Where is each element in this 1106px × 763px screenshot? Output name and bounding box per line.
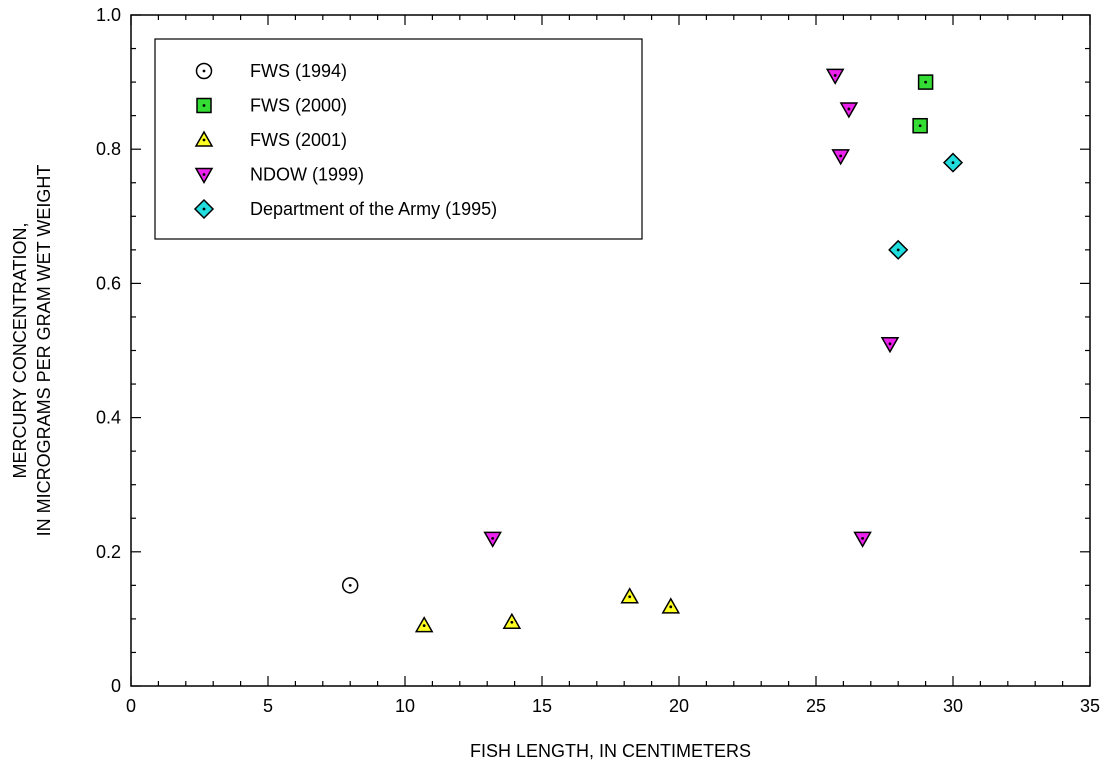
- series-1: [912, 74, 934, 134]
- y-tick-label: 1.0: [96, 5, 121, 25]
- y-axis-title-line-1: MERCURY CONCENTRATION,: [10, 222, 30, 478]
- legend-marker: [195, 62, 213, 80]
- legend-item: Department of the Army (1995): [193, 198, 497, 220]
- data-point: [414, 616, 434, 633]
- data-point: [831, 149, 850, 166]
- data-point: [942, 152, 964, 173]
- legend-label: FWS (2001): [250, 130, 347, 150]
- legend-marker: [194, 130, 214, 147]
- x-tick-label: 30: [943, 696, 963, 716]
- series-4: [888, 152, 964, 260]
- data-point: [620, 587, 639, 604]
- x-tick-label: 35: [1080, 696, 1100, 716]
- ticks-layer: [130, 14, 1091, 687]
- legend-item: FWS (2001): [194, 130, 347, 150]
- legend-item: FWS (1994): [195, 61, 347, 81]
- data-point: [912, 117, 928, 134]
- legend-label: NDOW (1999): [250, 165, 364, 185]
- legend-marker: [193, 198, 215, 220]
- x-tick-label: 10: [395, 696, 415, 716]
- data-point: [917, 74, 934, 90]
- y-tick-label: 0.4: [96, 408, 121, 428]
- x-tick-label: 15: [532, 696, 552, 716]
- data-point: [888, 239, 909, 260]
- x-tick-label: 0: [126, 696, 136, 716]
- tick-labels-layer: 0 5 10 15 20 25 30 35 0 0.2 0.4 0.6 0.8 1.0: [96, 5, 1100, 716]
- x-tick-label: 5: [263, 696, 273, 716]
- data-point: [502, 612, 522, 630]
- x-axis-title: FISH LENGTH, IN CENTIMETERS: [470, 741, 751, 761]
- legend-marker: [196, 97, 212, 114]
- data-point: [839, 102, 859, 119]
- data-point: [661, 597, 681, 614]
- legend-frame: [154, 38, 643, 240]
- y-tick-label: 0.8: [96, 139, 121, 159]
- data-point: [880, 337, 900, 354]
- series-2: [414, 587, 681, 633]
- legend: FWS (1994) FWS (2000) FWS (2001) NDOW (1999…: [154, 38, 643, 240]
- y-tick-label: 0.6: [96, 273, 121, 293]
- legend-label: Department of the Army (1995): [250, 199, 497, 219]
- legend-item: NDOW (1999): [194, 165, 364, 185]
- data-points-layer: [341, 68, 964, 633]
- series-0: [341, 577, 359, 594]
- x-tick-label: 20: [669, 696, 689, 716]
- data-point: [483, 531, 502, 548]
- data-point: [853, 531, 872, 548]
- y-tick-label: 0: [111, 676, 121, 696]
- legend-marker: [194, 167, 214, 185]
- series-3: [483, 68, 900, 548]
- legend-label: FWS (1994): [250, 61, 347, 81]
- y-tick-label: 0.2: [96, 542, 121, 562]
- legend-label: FWS (2000): [250, 96, 347, 116]
- data-point: [341, 577, 359, 594]
- data-point: [825, 68, 845, 85]
- legend-item: FWS (2000): [196, 96, 347, 116]
- y-axis-title-line-2: IN MICROGRAMS PER GRAM WET WEIGHT: [34, 165, 54, 537]
- x-tick-label: 25: [806, 696, 826, 716]
